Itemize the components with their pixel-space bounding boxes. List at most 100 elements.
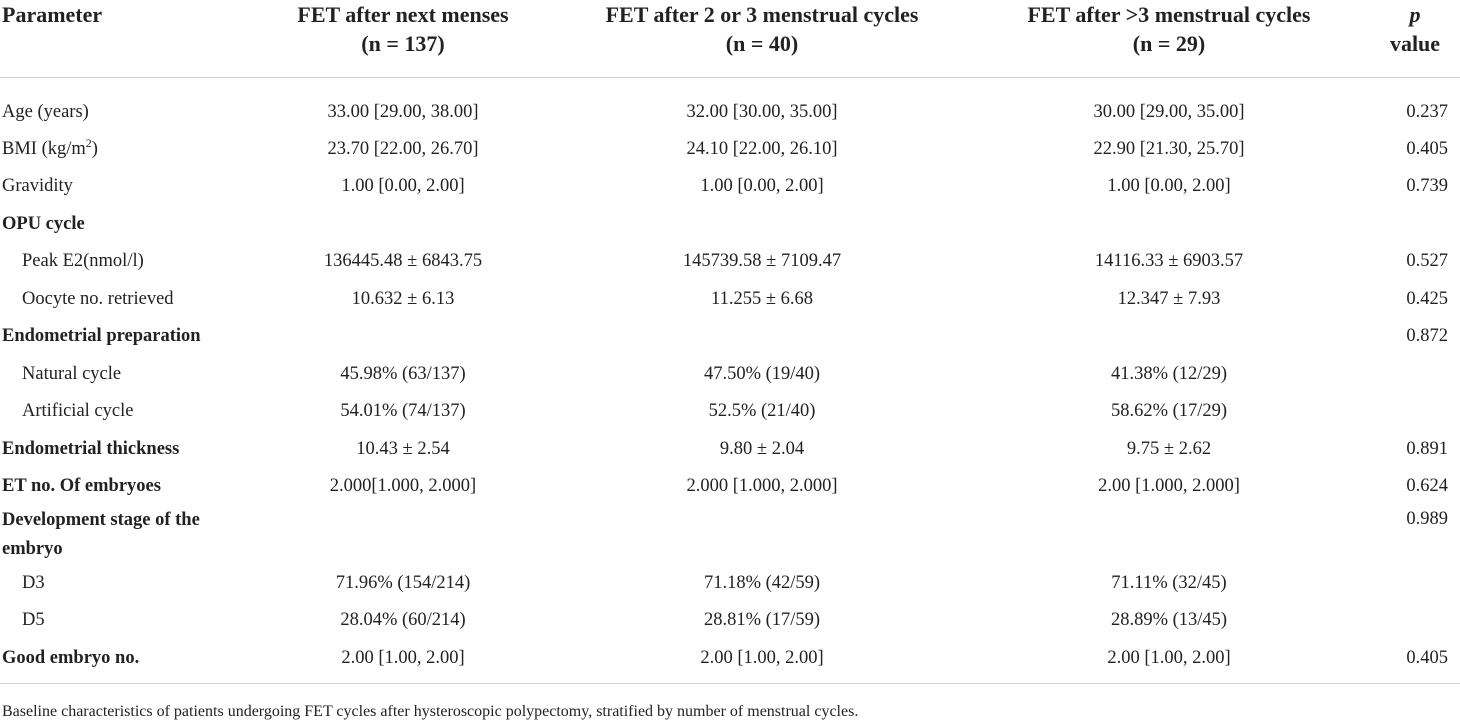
cell-next-menses — [250, 206, 556, 244]
cell-2-3-cycles: 2.00 [1.00, 2.00] — [556, 639, 968, 684]
cell-p-value: 0.527 — [1406, 251, 1448, 272]
cell-over-3-cycles: 12.347 ± 7.93 — [1117, 288, 1221, 309]
section-label: OPU cycle — [2, 213, 85, 234]
cell-p-value: 0.237 — [1406, 101, 1448, 122]
cell-over-3-cycles: 28.89% (13/45) — [1110, 610, 1228, 631]
section-label: Good embryo no. — [0, 639, 250, 684]
header-next-menses: FET after next menses (n = 137) — [250, 0, 556, 78]
header-next-menses-n: (n = 137) — [361, 31, 445, 56]
table-row: Peak E2(nmol/l) 136445.48 ± 6843.75 1457… — [0, 243, 1460, 281]
row-label-superscript: 2 — [85, 135, 92, 150]
cell-2-3-cycles: 2.000 [1.000, 2.000] — [686, 476, 838, 497]
row-label: Peak E2(nmol/l) — [22, 251, 144, 272]
cell-p-value — [1370, 206, 1460, 244]
table-row: Oocyte no. retrieved 10.632 ± 6.13 11.25… — [0, 281, 1460, 319]
cell-2-3-cycles: 11.255 ± 6.68 — [711, 288, 813, 309]
cell-next-menses: 33.00 [29.00, 38.00] — [327, 101, 479, 122]
cell-2-3-cycles — [556, 206, 968, 244]
header-p-letter: p — [1409, 2, 1421, 27]
section-label: Development stage of the embryo — [2, 510, 200, 559]
cell-next-menses — [250, 506, 556, 565]
baseline-characteristics-table: Parameter FET after next menses (n = 137… — [0, 0, 1460, 684]
header-value-word: value — [1389, 31, 1441, 56]
header-parameter-label: Parameter — [2, 2, 103, 27]
row-label: D5 — [22, 610, 45, 631]
cell-next-menses: 10.43 ± 2.54 — [356, 438, 450, 459]
cell-over-3-cycles: 2.00 [1.00, 2.00] — [968, 639, 1370, 684]
cell-over-3-cycles: 71.11% (32/45) — [1111, 572, 1227, 593]
cell-next-menses: 23.70 [22.00, 26.70] — [327, 138, 479, 159]
baseline-table-container: Parameter FET after next menses (n = 137… — [0, 0, 1460, 684]
cell-next-menses: 1.00 [0.00, 2.00] — [341, 176, 465, 197]
cell-over-3-cycles: 14116.33 ± 6903.57 — [1094, 251, 1244, 272]
cell-p-value: 0.624 — [1406, 476, 1448, 497]
cell-over-3-cycles — [968, 506, 1370, 565]
cell-over-3-cycles: 22.90 [21.30, 25.70] — [1093, 138, 1245, 159]
cell-next-menses: 28.04% (60/214) — [340, 610, 466, 631]
row-label: Artificial cycle — [22, 401, 134, 422]
cell-2-3-cycles: 9.80 ± 2.04 — [719, 438, 805, 459]
cell-over-3-cycles: 41.38% (12/29) — [1110, 363, 1228, 384]
header-next-menses-title: FET after next menses — [297, 2, 509, 27]
table-row: OPU cycle — [0, 206, 1460, 244]
cell-over-3-cycles: 58.62% (17/29) — [1110, 401, 1228, 422]
cell-next-menses: 10.632 ± 6.13 — [351, 288, 455, 309]
table-row: D3 71.96% (154/214) 71.18% (42/59) 71.11… — [0, 565, 1460, 603]
table-row: Gravidity 1.00 [0.00, 2.00] 1.00 [0.00, … — [0, 168, 1460, 206]
cell-p-value: 0.405 — [1406, 138, 1448, 159]
row-label: Age (years) — [2, 101, 89, 122]
cell-2-3-cycles: 52.5% (21/40) — [708, 401, 816, 422]
cell-over-3-cycles: 2.00 [1.000, 2.000] — [1098, 476, 1240, 497]
cell-next-menses: 71.96% (154/214) — [335, 572, 471, 593]
table-row: ET no. Of embryoes 2.000[1.000, 2.000] 2… — [0, 468, 1460, 506]
cell-2-3-cycles: 47.50% (19/40) — [703, 363, 821, 384]
header-2-3-cycles-n: (n = 40) — [725, 31, 799, 56]
cell-p-value: 0.405 — [1370, 639, 1460, 684]
header-p-value: p value — [1370, 0, 1460, 78]
header-parameter: Parameter — [0, 0, 250, 78]
cell-p-value: 0.891 — [1406, 438, 1448, 459]
cell-next-menses: 2.000[1.000, 2.000] — [329, 476, 477, 497]
cell-p-value — [1370, 565, 1460, 603]
table-row: Natural cycle 45.98% (63/137) 47.50% (19… — [0, 356, 1460, 394]
cell-2-3-cycles: 32.00 [30.00, 35.00] — [686, 101, 838, 122]
cell-p-value: 0.425 — [1406, 288, 1448, 309]
row-label: Oocyte no. retrieved — [22, 288, 174, 309]
table-row: Development stage of the embryo 0.989 — [0, 506, 1460, 565]
cell-p-value — [1370, 602, 1460, 640]
cell-over-3-cycles: 9.75 ± 2.62 — [1126, 438, 1212, 459]
header-over-3-cycles-n: (n = 29) — [1132, 31, 1206, 56]
cell-p-value: 0.872 — [1406, 326, 1448, 347]
row-label: D3 — [22, 572, 45, 593]
cell-2-3-cycles — [556, 506, 968, 565]
cell-p-value — [1370, 356, 1460, 394]
row-label-text: BMI (kg/m — [2, 138, 86, 159]
cell-2-3-cycles: 28.81% (17/59) — [703, 610, 821, 631]
cell-p-value: 0.989 — [1406, 508, 1448, 529]
header-over-3-cycles: FET after >3 menstrual cycles (n = 29) — [968, 0, 1370, 78]
section-label: Endometrial thickness — [2, 438, 180, 459]
table-row: Endometrial thickness 10.43 ± 2.54 9.80 … — [0, 431, 1460, 469]
row-label: Gravidity — [2, 176, 73, 197]
table-row: Artificial cycle 54.01% (74/137) 52.5% (… — [0, 393, 1460, 431]
header-over-3-cycles-title: FET after >3 menstrual cycles — [1027, 2, 1311, 27]
cell-2-3-cycles: 71.18% (42/59) — [703, 572, 821, 593]
table-row: BMI (kg/m2) 23.70 [22.00, 26.70] 24.10 [… — [0, 131, 1460, 169]
section-label: ET no. Of embryoes — [2, 476, 161, 497]
cell-2-3-cycles: 24.10 [22.00, 26.10] — [686, 138, 838, 159]
cell-over-3-cycles — [968, 318, 1370, 356]
table-row: Good embryo no. 2.00 [1.00, 2.00] 2.00 [… — [0, 639, 1460, 684]
section-label: Endometrial preparation — [2, 326, 201, 347]
cell-over-3-cycles: 30.00 [29.00, 35.00] — [1093, 101, 1245, 122]
cell-2-3-cycles: 1.00 [0.00, 2.00] — [700, 176, 824, 197]
cell-next-menses: 136445.48 ± 6843.75 — [323, 251, 483, 272]
cell-2-3-cycles — [556, 318, 968, 356]
header-2-3-cycles-title: FET after 2 or 3 menstrual cycles — [605, 2, 919, 27]
cell-next-menses: 2.00 [1.00, 2.00] — [250, 639, 556, 684]
table-row: Age (years) 33.00 [29.00, 38.00] 32.00 [… — [0, 77, 1460, 131]
table-row: Endometrial preparation 0.872 — [0, 318, 1460, 356]
cell-next-menses — [250, 318, 556, 356]
cell-over-3-cycles — [968, 206, 1370, 244]
cell-p-value: 0.739 — [1406, 176, 1448, 197]
row-label: BMI (kg/m2) — [0, 131, 250, 169]
